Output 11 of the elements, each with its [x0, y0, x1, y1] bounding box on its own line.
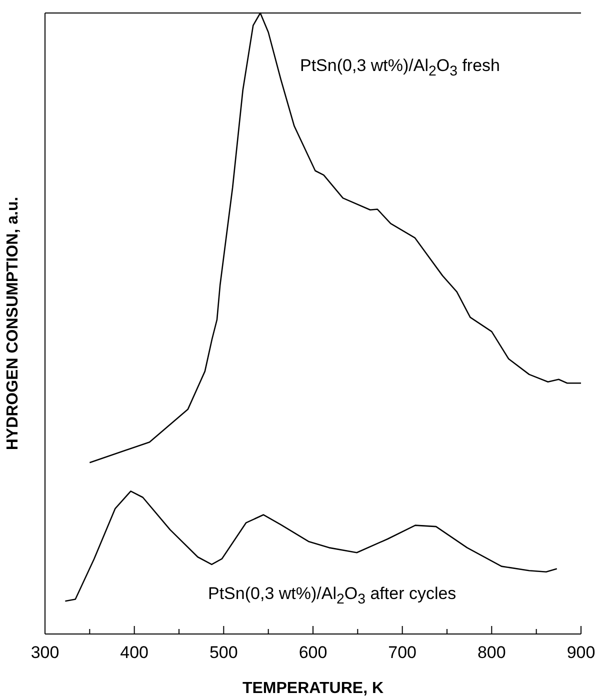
series-label: PtSn(0,3 wt%)/Al$_{2}$O$_{3}$ after cycles — [208, 584, 456, 610]
x-tick-label: 600 — [298, 643, 328, 662]
series-label: PtSn(0,3 wt%)/Al$_{2}$O$_{3}$ fresh — [300, 56, 500, 82]
x-tick-label: 400 — [120, 643, 149, 662]
x-tick-label: 800 — [477, 643, 506, 662]
x-tick-label: 900 — [566, 643, 595, 662]
x-tick-label: 700 — [388, 643, 417, 662]
y-axis-title: HYDROGEN CONSUMPTION, a.u. — [4, 196, 22, 450]
x-tick-label: 500 — [209, 643, 238, 662]
x-tick-label: 300 — [30, 643, 60, 662]
x-axis-title: TEMPERATURE, K — [242, 680, 384, 697]
